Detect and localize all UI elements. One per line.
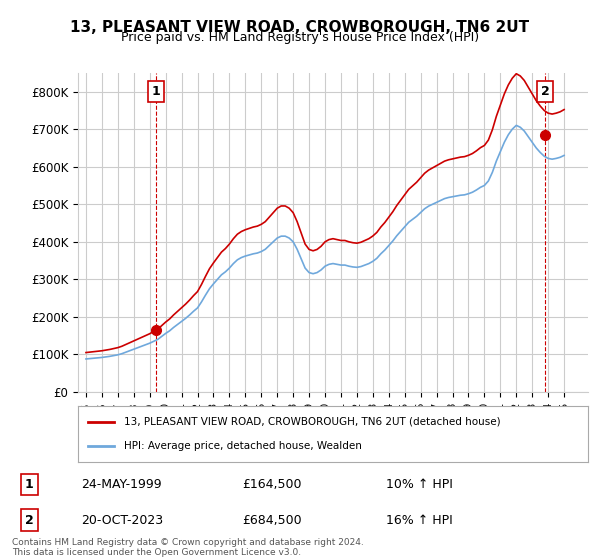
Text: 13, PLEASANT VIEW ROAD, CROWBOROUGH, TN6 2UT: 13, PLEASANT VIEW ROAD, CROWBOROUGH, TN6…	[70, 20, 530, 35]
Text: Contains HM Land Registry data © Crown copyright and database right 2024.
This d: Contains HM Land Registry data © Crown c…	[12, 538, 364, 557]
Text: Price paid vs. HM Land Registry's House Price Index (HPI): Price paid vs. HM Land Registry's House …	[121, 31, 479, 44]
Text: £684,500: £684,500	[242, 514, 302, 527]
Text: 24-MAY-1999: 24-MAY-1999	[81, 478, 162, 491]
Text: 2: 2	[541, 85, 550, 98]
Text: 2: 2	[25, 514, 34, 527]
Text: 20-OCT-2023: 20-OCT-2023	[81, 514, 163, 527]
Text: 1: 1	[152, 85, 160, 98]
Text: 13, PLEASANT VIEW ROAD, CROWBOROUGH, TN6 2UT (detached house): 13, PLEASANT VIEW ROAD, CROWBOROUGH, TN6…	[124, 417, 500, 427]
Text: 10% ↑ HPI: 10% ↑ HPI	[386, 478, 453, 491]
Text: 1: 1	[25, 478, 34, 491]
Text: HPI: Average price, detached house, Wealden: HPI: Average price, detached house, Weal…	[124, 441, 362, 451]
Text: 16% ↑ HPI: 16% ↑ HPI	[386, 514, 453, 527]
Text: £164,500: £164,500	[242, 478, 302, 491]
